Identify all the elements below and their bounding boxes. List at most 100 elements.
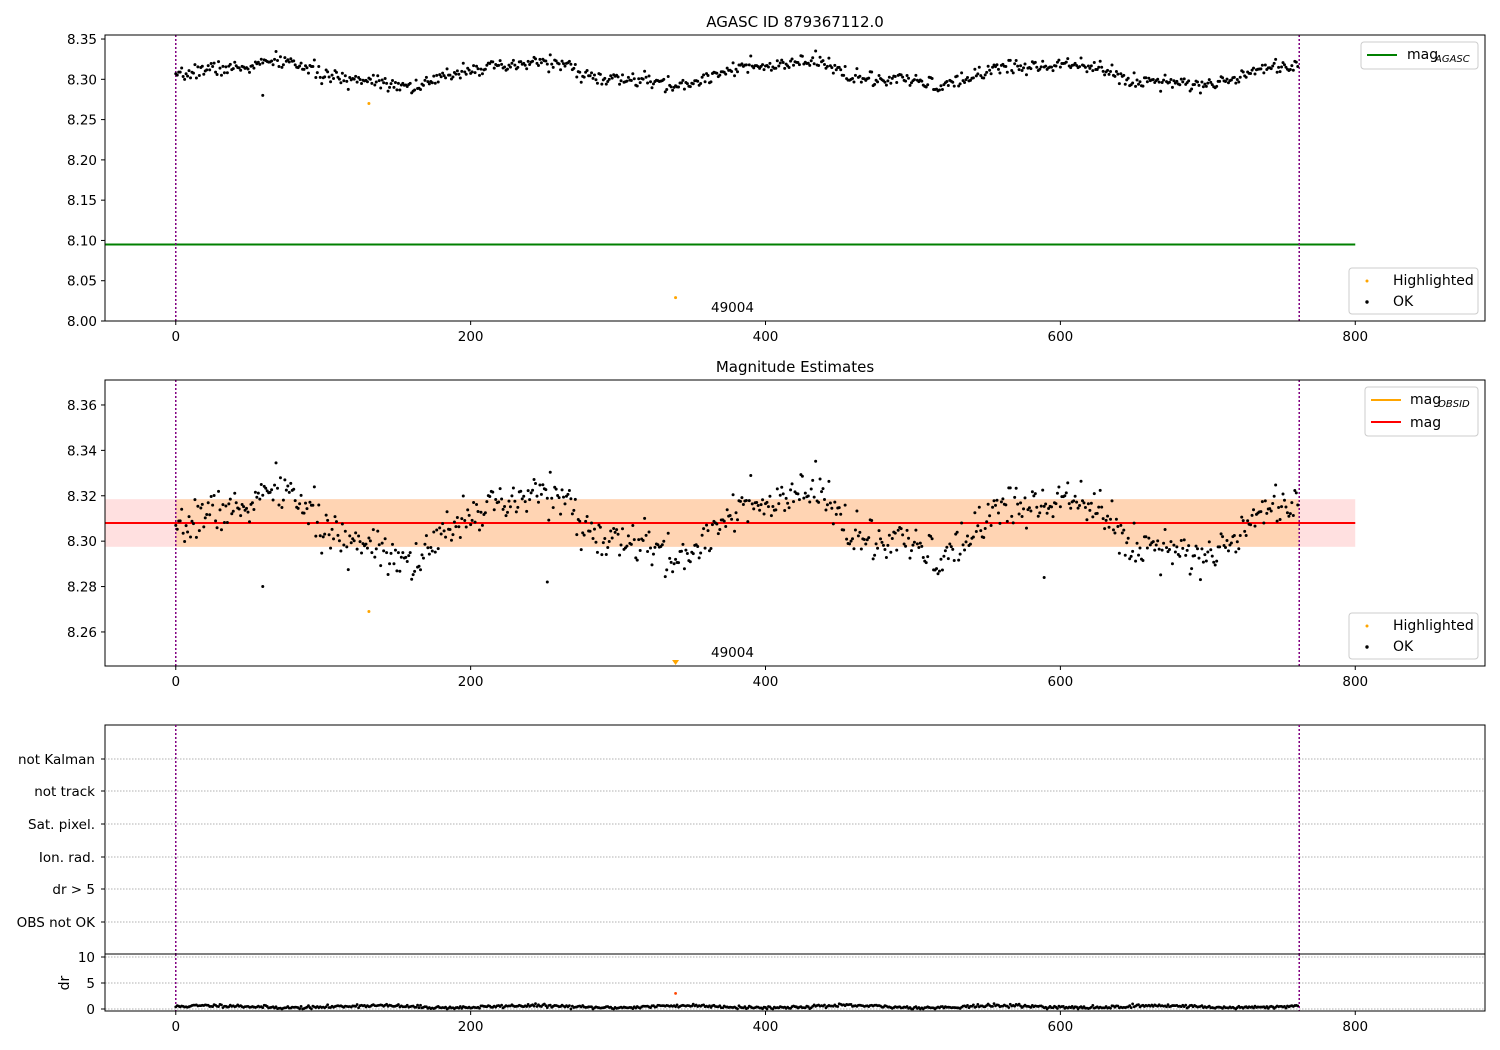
- ok-point: [360, 551, 364, 555]
- ok-point: [326, 70, 330, 74]
- ok-point: [945, 79, 949, 83]
- ok-point: [217, 489, 221, 493]
- ok-point: [1235, 540, 1239, 544]
- ok-point: [1132, 521, 1136, 525]
- ok-point: [1058, 65, 1062, 69]
- ok-point: [828, 501, 832, 505]
- ok-point: [590, 521, 594, 525]
- dr-point: [326, 1003, 330, 1007]
- ok-point: [498, 59, 502, 63]
- ok-point: [340, 71, 344, 75]
- ok-point: [541, 483, 545, 487]
- ok-point: [1244, 534, 1248, 538]
- ok-point: [908, 83, 912, 87]
- ok-point: [725, 508, 729, 512]
- ok-point: [1122, 528, 1126, 532]
- ok-point: [391, 542, 394, 546]
- ok-point: [632, 538, 636, 542]
- legend2-ok-label: OK: [1393, 639, 1414, 655]
- ok-point: [477, 528, 481, 532]
- ok-point: [1063, 494, 1067, 498]
- dr-ytick-label: 10: [78, 950, 95, 966]
- ok-point: [999, 500, 1003, 504]
- dr-xtick-label: 200: [458, 1019, 484, 1035]
- ok-point: [1123, 553, 1127, 557]
- ok-point: [1178, 83, 1182, 87]
- dr-xtick-label: 800: [1342, 1019, 1368, 1035]
- off-scale-marker: [672, 660, 680, 665]
- ok-point: [184, 72, 188, 76]
- ok-point: [612, 526, 616, 530]
- ok-point: [485, 500, 489, 504]
- ok-point: [538, 483, 542, 487]
- ok-point: [477, 73, 481, 77]
- ok-point: [1172, 79, 1176, 83]
- ok-point: [1050, 65, 1054, 69]
- ok-point: [368, 77, 372, 81]
- ok-point: [534, 481, 538, 485]
- ok-point: [252, 507, 256, 511]
- panel1-ytick-label: 8.35: [67, 32, 97, 48]
- ok-point: [174, 523, 178, 527]
- ok-point: [222, 71, 226, 75]
- ok-point: [1051, 515, 1055, 519]
- ok-point: [1159, 573, 1163, 577]
- ok-point: [762, 68, 766, 72]
- ok-point: [585, 515, 589, 519]
- ok-point: [1036, 514, 1040, 518]
- ok-point: [277, 64, 281, 68]
- ok-point: [715, 522, 719, 526]
- dr-point: [500, 1003, 504, 1007]
- ok-point: [874, 542, 878, 546]
- ok-point: [1293, 489, 1297, 493]
- ok-point: [510, 61, 514, 65]
- ok-point: [784, 496, 788, 500]
- ok-point: [536, 500, 540, 504]
- ok-point: [306, 522, 310, 526]
- ok-point: [1138, 80, 1142, 84]
- ok-point: [837, 506, 841, 510]
- ok-point: [811, 56, 815, 60]
- ok-point: [730, 70, 734, 74]
- ok-point: [986, 502, 990, 506]
- ok-point: [500, 62, 504, 66]
- ok-point: [724, 72, 728, 76]
- ok-point: [663, 90, 667, 94]
- ok-point: [1250, 513, 1254, 517]
- ok-point: [996, 511, 1000, 515]
- ok-point: [259, 57, 263, 61]
- ok-point: [886, 543, 890, 547]
- ok-point: [952, 84, 956, 88]
- ok-point: [677, 85, 681, 89]
- ok-point: [212, 61, 216, 65]
- panel2-ytick-label: 8.34: [67, 443, 97, 459]
- ok-point: [513, 63, 517, 67]
- ok-point: [592, 73, 596, 77]
- ok-point: [379, 86, 383, 90]
- ok-point: [930, 76, 934, 80]
- ok-point: [539, 492, 543, 496]
- dr-point: [849, 1003, 853, 1006]
- flag-label: Sat. pixel.: [28, 817, 95, 833]
- ok-point: [929, 534, 933, 538]
- ok-point: [1107, 525, 1111, 529]
- ok-point: [1086, 502, 1090, 506]
- ok-point: [1144, 535, 1148, 539]
- ok-point: [461, 61, 465, 65]
- ok-point: [1027, 506, 1031, 510]
- ok-point: [1296, 503, 1300, 507]
- ok-point: [870, 70, 874, 74]
- ok-point: [986, 64, 990, 68]
- ok-point: [222, 521, 226, 525]
- ok-point: [1032, 494, 1036, 498]
- ok-point: [317, 503, 321, 507]
- ok-point: [1241, 70, 1245, 74]
- ok-point: [330, 73, 334, 77]
- ok-point: [1162, 78, 1166, 82]
- ok-point: [1232, 75, 1236, 79]
- ok-point: [1282, 498, 1286, 502]
- ok-point: [699, 81, 703, 85]
- ok-point: [1033, 492, 1037, 496]
- ok-point: [1238, 75, 1242, 79]
- ok-point: [448, 527, 452, 531]
